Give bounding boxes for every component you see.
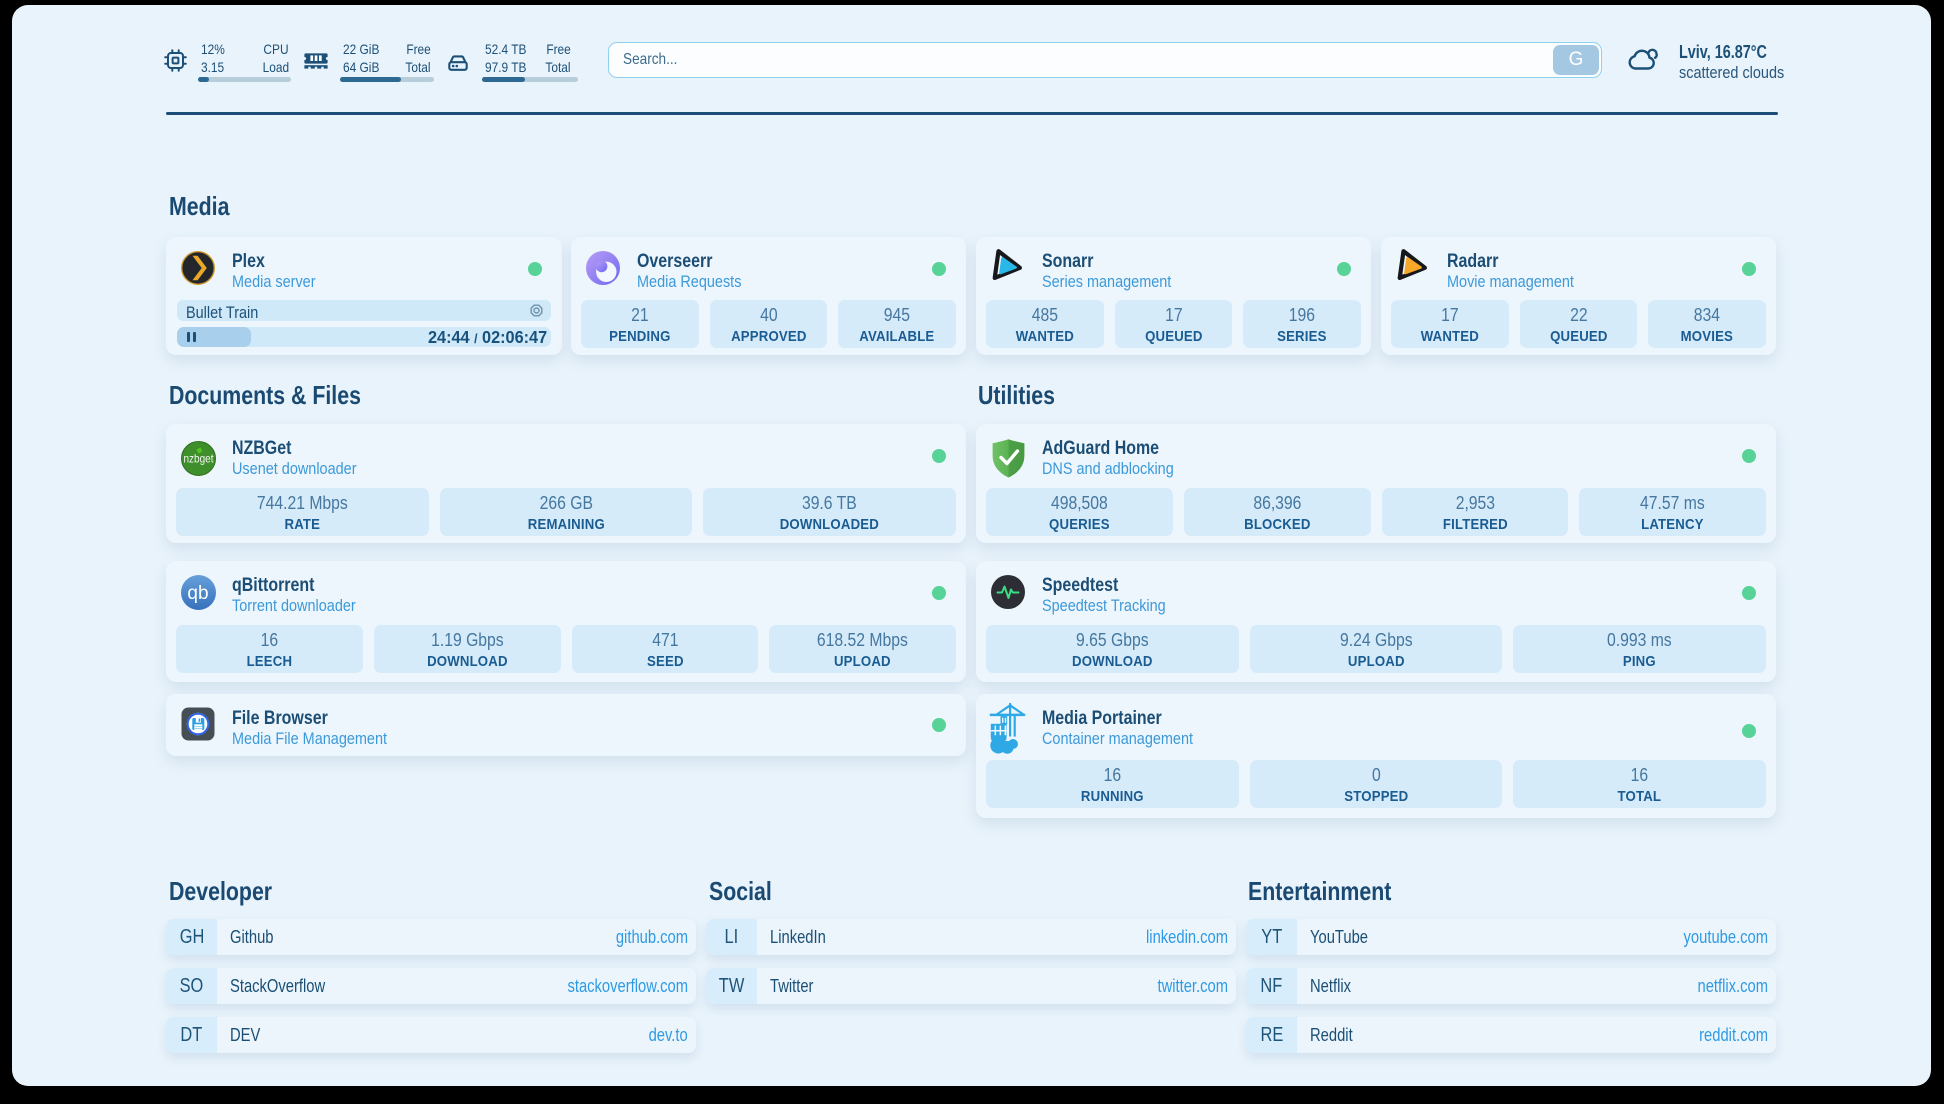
- svg-text:nzbget: nzbget: [184, 452, 215, 466]
- svg-text:qb: qb: [187, 583, 208, 604]
